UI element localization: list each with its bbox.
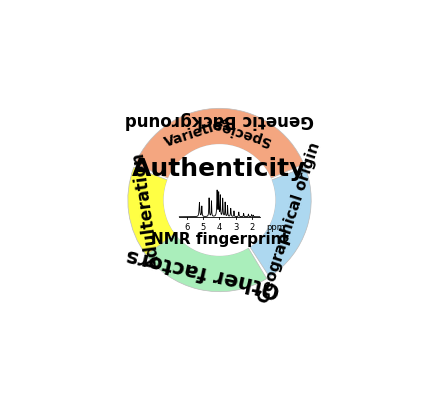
Text: ppm: ppm — [266, 223, 285, 232]
Wedge shape — [127, 167, 174, 255]
Text: Varieties: Varieties — [162, 114, 232, 149]
Text: NMR fingerprint: NMR fingerprint — [150, 232, 288, 246]
Text: 2: 2 — [248, 223, 254, 232]
Wedge shape — [142, 230, 266, 292]
Text: Species: Species — [210, 116, 272, 148]
Text: Geographical origin: Geographical origin — [256, 140, 322, 305]
Circle shape — [163, 144, 275, 256]
Text: 5: 5 — [200, 223, 205, 232]
Wedge shape — [135, 108, 303, 178]
Text: Adulteration: Adulteration — [129, 151, 163, 270]
Text: 6: 6 — [184, 223, 190, 232]
Text: Genetic Background: Genetic Background — [125, 111, 313, 129]
Text: 3: 3 — [232, 223, 238, 232]
Text: Authenticity: Authenticity — [132, 157, 306, 181]
Wedge shape — [249, 167, 311, 277]
Text: 4: 4 — [216, 223, 222, 232]
Text: Other factors: Other factors — [124, 244, 281, 299]
